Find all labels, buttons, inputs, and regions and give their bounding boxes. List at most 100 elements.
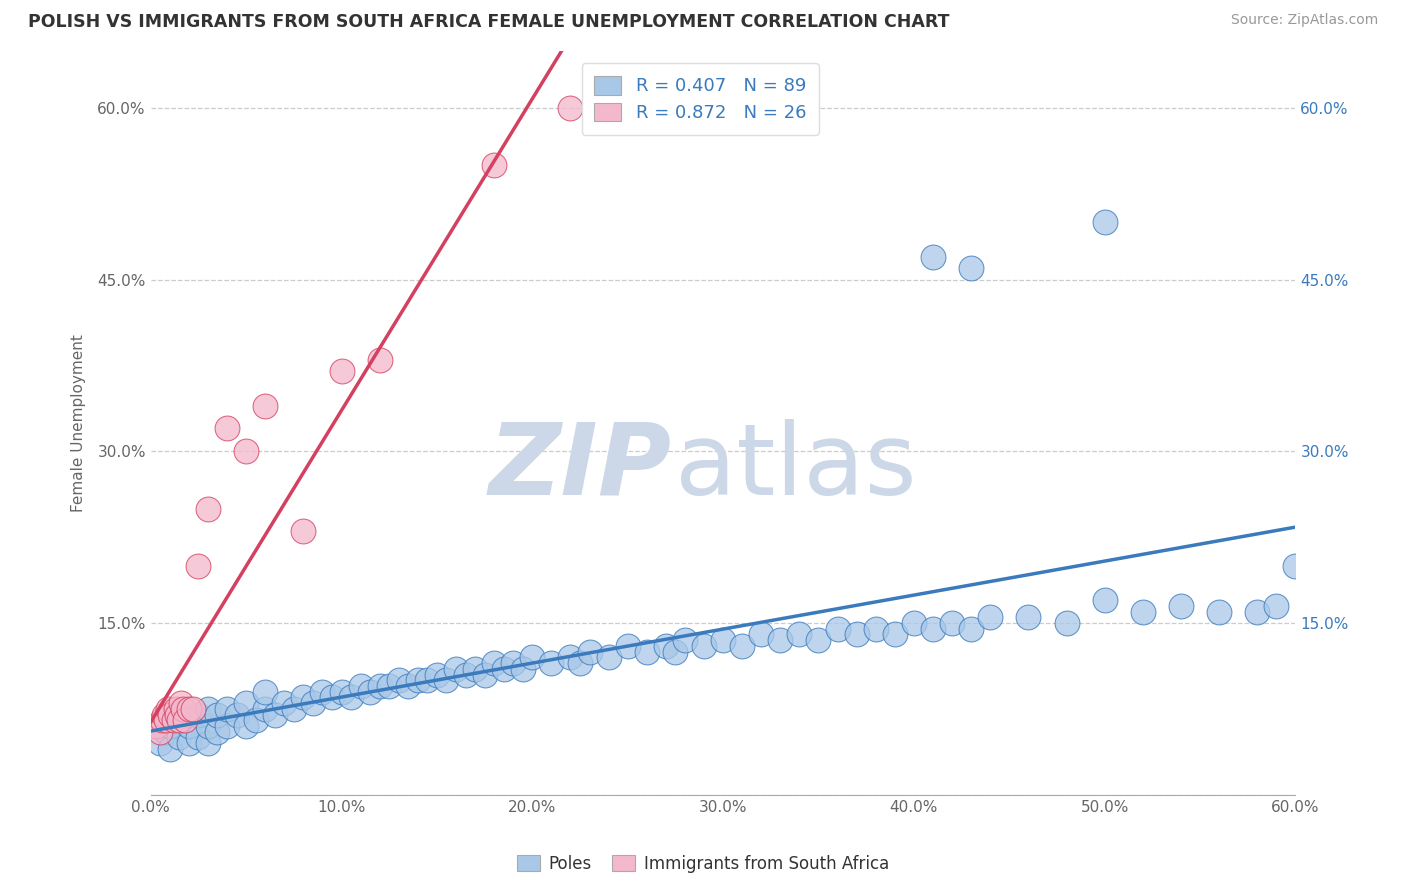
Point — [149, 736, 172, 750]
Point — [827, 622, 849, 636]
Point — [215, 421, 238, 435]
Point — [292, 524, 315, 539]
Point — [159, 707, 181, 722]
Text: atlas: atlas — [675, 419, 917, 516]
Point — [454, 667, 477, 681]
Point — [368, 679, 391, 693]
Y-axis label: Female Unemployment: Female Unemployment — [72, 334, 86, 512]
Point — [922, 622, 945, 636]
Point — [941, 615, 963, 630]
Point — [560, 650, 582, 665]
Point — [474, 667, 496, 681]
Point — [215, 719, 238, 733]
Point — [197, 719, 219, 733]
Point — [731, 639, 754, 653]
Point — [340, 690, 363, 705]
Point — [789, 627, 811, 641]
Point — [174, 714, 197, 728]
Point — [207, 707, 229, 722]
Point — [187, 731, 209, 745]
Point — [512, 662, 534, 676]
Point — [845, 627, 868, 641]
Point — [159, 719, 181, 733]
Point — [664, 645, 686, 659]
Point — [673, 633, 696, 648]
Point — [177, 719, 200, 733]
Point — [330, 364, 353, 378]
Point — [254, 399, 277, 413]
Point — [636, 645, 658, 659]
Text: Source: ZipAtlas.com: Source: ZipAtlas.com — [1230, 13, 1378, 28]
Point — [187, 707, 209, 722]
Point — [177, 736, 200, 750]
Point — [396, 679, 419, 693]
Point — [416, 673, 439, 688]
Point — [166, 707, 188, 722]
Point — [1284, 558, 1306, 573]
Point — [1265, 599, 1288, 613]
Point — [165, 702, 187, 716]
Point — [569, 656, 592, 670]
Text: POLISH VS IMMIGRANTS FROM SOUTH AFRICA FEMALE UNEMPLOYMENT CORRELATION CHART: POLISH VS IMMIGRANTS FROM SOUTH AFRICA F… — [28, 13, 949, 31]
Point — [145, 719, 167, 733]
Point — [169, 731, 191, 745]
Point — [1246, 605, 1268, 619]
Point — [235, 444, 257, 458]
Point — [235, 719, 257, 733]
Legend: Poles, Immigrants from South Africa: Poles, Immigrants from South Africa — [510, 848, 896, 880]
Point — [245, 714, 267, 728]
Point — [426, 667, 449, 681]
Point — [522, 650, 544, 665]
Point — [153, 707, 176, 722]
Point — [292, 690, 315, 705]
Point — [225, 707, 247, 722]
Point — [149, 724, 172, 739]
Point — [1208, 605, 1230, 619]
Point — [807, 633, 830, 648]
Point — [406, 673, 429, 688]
Point — [598, 650, 620, 665]
Point — [865, 622, 887, 636]
Point — [922, 250, 945, 264]
Point — [1170, 599, 1192, 613]
Point — [769, 633, 792, 648]
Point — [1017, 610, 1039, 624]
Point — [177, 702, 200, 716]
Point — [197, 736, 219, 750]
Point — [749, 627, 772, 641]
Point — [1094, 215, 1116, 229]
Point — [263, 707, 285, 722]
Point — [482, 158, 505, 172]
Point — [273, 696, 295, 710]
Point — [330, 684, 353, 698]
Point — [979, 610, 1001, 624]
Point — [172, 702, 194, 716]
Point — [482, 656, 505, 670]
Point — [960, 622, 983, 636]
Point — [349, 679, 371, 693]
Point — [235, 696, 257, 710]
Point — [655, 639, 678, 653]
Point — [502, 656, 524, 670]
Point — [444, 662, 467, 676]
Point — [464, 662, 486, 676]
Point — [187, 558, 209, 573]
Point — [388, 673, 411, 688]
Point — [578, 645, 600, 659]
Point — [215, 702, 238, 716]
Point — [436, 673, 458, 688]
Text: ZIP: ZIP — [488, 419, 672, 516]
Point — [207, 724, 229, 739]
Point — [368, 352, 391, 367]
Point — [1094, 593, 1116, 607]
Legend: R = 0.407   N = 89, R = 0.872   N = 26: R = 0.407 N = 89, R = 0.872 N = 26 — [582, 63, 818, 135]
Point — [560, 101, 582, 115]
Point — [197, 702, 219, 716]
Point — [155, 714, 177, 728]
Point — [197, 501, 219, 516]
Point — [359, 684, 381, 698]
Point — [162, 714, 184, 728]
Point — [150, 714, 173, 728]
Point — [311, 684, 333, 698]
Point — [254, 702, 277, 716]
